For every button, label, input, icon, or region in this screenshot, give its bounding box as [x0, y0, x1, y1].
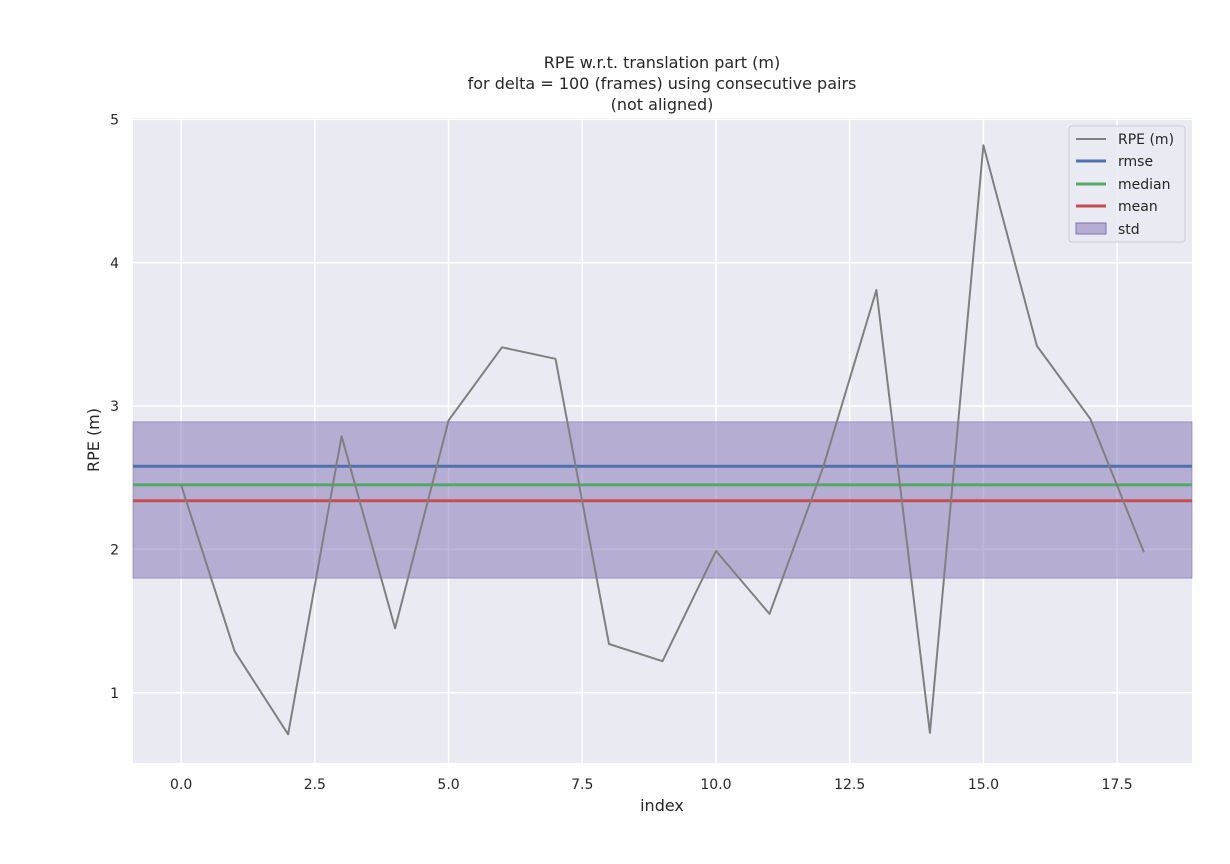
- y-tick-label: 5: [110, 112, 119, 128]
- stat-lines-layer: [133, 464, 1192, 503]
- chart-title-line-2: for delta = 100 (frames) using consecuti…: [468, 74, 857, 93]
- x-tick-label: 15.0: [968, 777, 999, 793]
- legend-frame: [1068, 125, 1186, 243]
- chart-title-line-3: (not aligned): [611, 95, 714, 114]
- y-tick-label: 3: [110, 399, 119, 415]
- legend-label-rpe: RPE (m): [1118, 132, 1174, 148]
- x-tick-label: 10.0: [700, 777, 731, 793]
- x-tick-label: 5.0: [437, 777, 459, 793]
- y-tick-label: 1: [110, 686, 119, 702]
- x-ticks: 0.0 2.5 5.0 7.5 10.0 12.5 15.0 17.5: [170, 777, 1133, 793]
- y-tick-label: 4: [110, 256, 119, 272]
- rpe-series-line: [180, 144, 1145, 736]
- x-tick-label: 7.5: [571, 777, 593, 793]
- legend-label-median: median: [1118, 177, 1170, 193]
- legend-swatch-std: [1075, 222, 1107, 235]
- legend: RPE (m) rmse median mean std: [1068, 125, 1186, 243]
- y-ticks: 1 2 3 4 5: [110, 112, 119, 701]
- x-axis-label: index: [640, 796, 684, 815]
- legend-label-rmse: rmse: [1118, 154, 1153, 170]
- legend-label-mean: mean: [1118, 199, 1158, 215]
- y-tick-label: 2: [110, 542, 119, 558]
- series-layer: [180, 144, 1145, 736]
- y-axis-label: RPE (m): [84, 408, 103, 472]
- chart-title-line-1: RPE w.r.t. translation part (m): [544, 53, 780, 72]
- x-tick-label: 2.5: [304, 777, 326, 793]
- x-tick-label: 17.5: [1102, 777, 1133, 793]
- x-tick-label: 0.0: [170, 777, 192, 793]
- legend-label-std: std: [1118, 222, 1140, 238]
- x-tick-label: 12.5: [834, 777, 865, 793]
